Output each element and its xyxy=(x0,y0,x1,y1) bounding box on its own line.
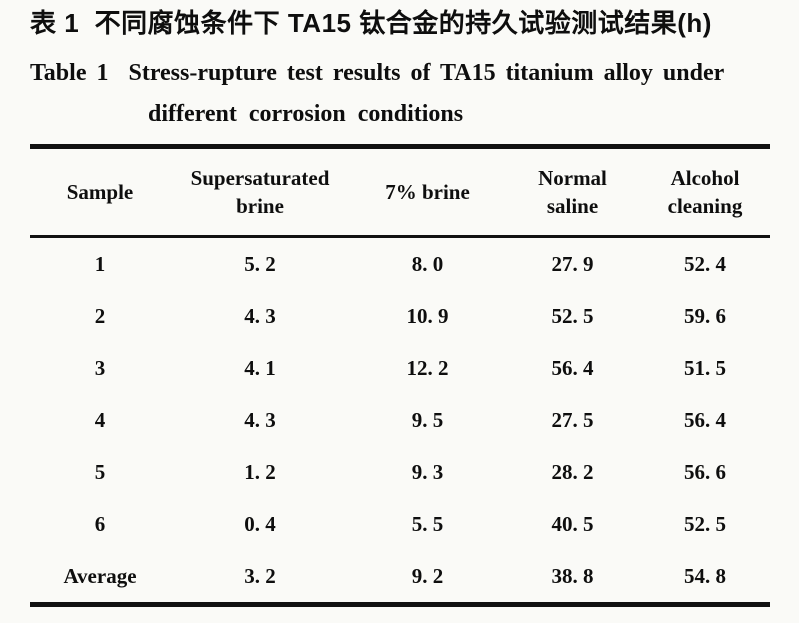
table-title-zh: 表 1 不同腐蚀条件下 TA15 钛合金的持久试验测试结果(h) xyxy=(30,8,712,38)
value-cell: 52. 5 xyxy=(684,511,726,536)
sample-cell: 1 xyxy=(94,251,106,276)
value-cell: 4. 3 xyxy=(244,407,276,432)
column-header-label: 7% brine xyxy=(385,179,470,204)
column-header-label: cleaning xyxy=(667,194,743,219)
value-cell: 56. 6 xyxy=(684,459,726,484)
column-header-label: Alcohol xyxy=(670,165,740,190)
column-header-label: brine xyxy=(236,194,284,219)
column-header-label: saline xyxy=(546,194,599,219)
value-cell: 9. 5 xyxy=(411,407,444,432)
table-row: 5 1. 2 9. 3 28. 2 56. 6 xyxy=(30,446,770,498)
column-header-supersaturated-brine: Supersaturated brine xyxy=(170,147,350,237)
table-title-en-line2: different corrosion conditions xyxy=(148,101,464,128)
value-cell: 3. 2 xyxy=(244,563,276,588)
column-header-alcohol-cleaning: Alcohol cleaning xyxy=(640,147,770,237)
value-cell: 0. 4 xyxy=(244,511,276,536)
table-title-en-line1: Table 1 Stress-rupture test results of T… xyxy=(30,59,725,86)
value-cell: 59. 6 xyxy=(684,303,726,328)
value-cell: 10. 9 xyxy=(406,303,449,328)
value-cell: 56. 4 xyxy=(684,407,726,432)
value-cell: 27. 5 xyxy=(551,407,594,432)
table-row: 3 4. 1 12. 2 56. 4 51. 5 xyxy=(30,342,770,394)
sample-cell: 6 xyxy=(94,511,106,536)
value-cell: 4. 1 xyxy=(244,355,276,380)
value-cell: 54. 8 xyxy=(684,563,726,588)
header-row: Sample Supersaturated brine 7% brine Nor… xyxy=(30,147,770,237)
column-header-normal-saline: Normal saline xyxy=(505,147,640,237)
value-cell: 52. 5 xyxy=(551,303,594,328)
table-row: 6 0. 4 5. 5 40. 5 52. 5 xyxy=(30,498,770,550)
sample-cell: 3 xyxy=(94,355,106,380)
value-cell: 38. 8 xyxy=(551,563,594,588)
value-cell: 5. 2 xyxy=(244,251,276,276)
table-row-average: Average 3. 2 9. 2 38. 8 54. 8 xyxy=(30,550,770,605)
value-cell: 40. 5 xyxy=(551,511,594,536)
value-cell: 28. 2 xyxy=(551,459,594,484)
value-cell: 51. 5 xyxy=(684,355,726,380)
value-cell: 9. 3 xyxy=(411,459,444,484)
sample-cell: 5 xyxy=(94,459,106,484)
column-header-label: Supersaturated xyxy=(190,165,330,190)
value-cell: 12. 2 xyxy=(406,355,449,380)
column-header-label: Sample xyxy=(66,179,134,204)
sample-cell: 4 xyxy=(94,407,106,432)
column-header-sample: Sample xyxy=(30,147,170,237)
column-header-label: Normal xyxy=(538,165,607,190)
value-cell: 1. 2 xyxy=(244,459,276,484)
table-row: 2 4. 3 10. 9 52. 5 59. 6 xyxy=(30,290,770,342)
value-cell: 56. 4 xyxy=(551,355,594,380)
value-cell: 52. 4 xyxy=(684,251,726,276)
value-cell: 4. 3 xyxy=(244,303,276,328)
sample-cell: 2 xyxy=(94,303,106,328)
value-cell: 27. 9 xyxy=(551,251,594,276)
value-cell: 5. 5 xyxy=(411,511,444,536)
value-cell: 8. 0 xyxy=(411,251,444,276)
table-row: 4 4. 3 9. 5 27. 5 56. 4 xyxy=(30,394,770,446)
value-cell: 9. 2 xyxy=(411,563,444,588)
table-row: 1 5. 2 8. 0 27. 9 52. 4 xyxy=(30,237,770,291)
results-table: Sample Supersaturated brine 7% brine Nor… xyxy=(30,144,770,608)
column-header-7-percent-brine: 7% brine xyxy=(350,147,505,237)
sample-cell: Average xyxy=(63,563,137,588)
